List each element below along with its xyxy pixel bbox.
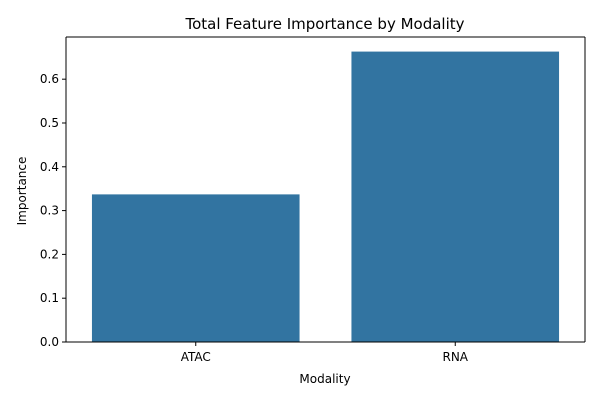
bar-atac — [91, 194, 300, 342]
y-tick-label: 0.2 — [40, 247, 59, 261]
y-tick-label: 0.6 — [40, 72, 59, 86]
bars-group — [91, 51, 560, 342]
x-axis-title: Modality — [299, 372, 350, 386]
x-tick-label: ATAC — [181, 350, 211, 364]
y-tick-label: 0.0 — [40, 335, 59, 349]
y-tick-label: 0.5 — [40, 116, 59, 130]
y-axis-title: Importance — [15, 157, 29, 226]
x-tick-label: RNA — [442, 350, 468, 364]
y-tick-label: 0.4 — [40, 160, 59, 174]
axes-group — [65, 36, 586, 343]
x-ticks-group: ATAC RNA — [181, 342, 469, 364]
y-tick-label: 0.3 — [40, 204, 59, 218]
chart-title: Total Feature Importance by Modality — [184, 15, 464, 33]
bar-rna — [351, 51, 560, 342]
y-tick-label: 0.1 — [40, 291, 59, 305]
y-ticks-group: 0.0 0.1 0.2 0.3 0.4 0.5 0.6 — [40, 72, 66, 349]
